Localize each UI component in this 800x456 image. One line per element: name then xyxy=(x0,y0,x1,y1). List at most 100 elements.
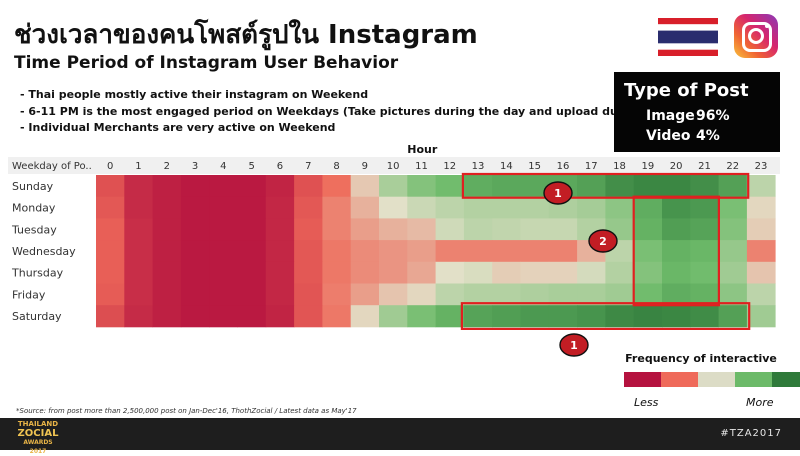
heatmap-cell xyxy=(124,261,153,284)
heatmap-cell xyxy=(265,283,295,306)
legend-swatch xyxy=(661,372,698,387)
heatmap-cell xyxy=(180,196,210,219)
heatmap-cell xyxy=(96,240,125,263)
hour-tick-label: 3 xyxy=(192,161,198,172)
heatmap-cell xyxy=(96,218,125,241)
highlight-box xyxy=(461,172,750,199)
heatmap-cell xyxy=(294,218,323,241)
hour-tick-label: 5 xyxy=(248,161,254,172)
heatmap-cell xyxy=(152,196,182,219)
heatmap-cell xyxy=(463,305,493,328)
heatmap-cell xyxy=(180,261,210,284)
heatmap-cell xyxy=(718,240,748,263)
heatmap-cell xyxy=(492,218,521,241)
heatmap-cell xyxy=(209,196,238,219)
footer-hashtag: #TZA2017 xyxy=(720,428,782,439)
heatmap-cell xyxy=(407,175,436,198)
heatmap-cell xyxy=(718,175,748,198)
hour-tick-label: 17 xyxy=(585,161,598,172)
heatmap-cell xyxy=(124,240,153,263)
hour-tick-label: 8 xyxy=(333,161,339,172)
heatmap-cell xyxy=(379,283,408,306)
heatmap-cell xyxy=(746,240,776,263)
weekday-label: Friday xyxy=(12,288,46,301)
heatmap-header-band xyxy=(8,157,780,174)
hour-tick-label: 18 xyxy=(613,161,626,172)
heatmap-cell xyxy=(548,261,578,284)
source-note: *Source: from post more than 2,500,000 p… xyxy=(16,407,357,415)
heatmap-cell xyxy=(350,196,380,219)
heatmap-cell xyxy=(605,175,635,198)
weekday-label: Wednesday xyxy=(12,245,76,258)
heatmap-cell xyxy=(435,261,465,284)
heatmap-cell xyxy=(520,218,550,241)
heatmap-cell xyxy=(124,305,153,328)
hour-tick-label: 19 xyxy=(641,161,654,172)
heatmap-cell xyxy=(237,240,267,263)
heatmap-cell xyxy=(520,175,550,198)
heatmap-cell xyxy=(690,283,719,306)
heatmap-cell xyxy=(662,196,691,219)
heatmap-cell xyxy=(124,196,153,219)
heatmap-cell xyxy=(463,240,493,263)
hour-tick-label: 21 xyxy=(698,161,711,172)
heatmap-cell xyxy=(718,283,748,306)
callout-badge xyxy=(543,181,573,205)
heatmap-cell xyxy=(577,283,606,306)
footer-bar: THAILAND ZOCIAL AWARDS 2017 #TZA2017 xyxy=(0,418,800,455)
heatmap-cell xyxy=(350,305,380,328)
heatmap-cell xyxy=(746,196,776,219)
heatmap-cell xyxy=(265,175,295,198)
post-type-value: 96% xyxy=(696,108,730,124)
heatmap-cell xyxy=(633,175,663,198)
heatmap-cell xyxy=(577,261,606,284)
heatmap-cell xyxy=(746,261,776,284)
hour-tick-label: 10 xyxy=(387,161,400,172)
heatmap-cell xyxy=(96,261,125,284)
hour-tick-label: 1 xyxy=(135,161,141,172)
heatmap-cell xyxy=(435,305,465,328)
heatmap-cell xyxy=(718,261,748,284)
finding-item: - Thai people mostly active their instag… xyxy=(20,88,369,101)
callout-badge-label: 2 xyxy=(599,235,607,248)
heatmap-cell xyxy=(463,218,493,241)
heatmap-cell xyxy=(96,196,125,219)
post-type-row: Video 4% xyxy=(624,128,720,144)
post-type-label: Image xyxy=(646,108,695,124)
heatmap-cell xyxy=(180,305,210,328)
x-axis-label: Hour xyxy=(407,143,438,156)
heatmap-cell xyxy=(209,283,238,306)
heatmap-cell xyxy=(690,305,719,328)
heatmap-cell xyxy=(690,261,719,284)
heatmap-cell xyxy=(662,175,691,198)
heatmap-cell xyxy=(294,196,323,219)
heatmap-cell xyxy=(662,261,691,284)
heatmap-cell xyxy=(237,283,267,306)
heatmap-cell xyxy=(294,175,323,198)
heatmap-cell xyxy=(237,261,267,284)
heatmap-cell xyxy=(492,240,521,263)
heatmap-cell xyxy=(746,218,776,241)
heatmap-cell xyxy=(322,175,352,198)
heatmap-cell xyxy=(96,305,125,328)
heatmap-cell xyxy=(379,261,408,284)
heatmap-cell xyxy=(209,305,238,328)
heatmap-cell xyxy=(577,175,606,198)
heatmap-cell xyxy=(718,305,748,328)
hour-tick-label: 16 xyxy=(557,161,570,172)
post-type-row: Image96% xyxy=(624,108,730,124)
heatmap-cell xyxy=(633,218,663,241)
heatmap-cell xyxy=(237,175,267,198)
hour-tick-label: 15 xyxy=(528,161,541,172)
legend-more-label: More xyxy=(746,396,774,409)
finding-item: - 6-11 PM is the most engaged period on … xyxy=(20,104,709,118)
heatmap-cell xyxy=(350,261,380,284)
heatmap-cell xyxy=(718,218,748,241)
heatmap-cell xyxy=(350,218,380,241)
hour-tick-label: 20 xyxy=(670,161,683,172)
callout-badge xyxy=(588,229,618,253)
highlight-box xyxy=(460,302,751,331)
heatmap-cell xyxy=(690,175,719,198)
key-findings-list: - Thai people mostly active their instag… xyxy=(20,87,709,137)
heatmap-cell xyxy=(463,175,493,198)
